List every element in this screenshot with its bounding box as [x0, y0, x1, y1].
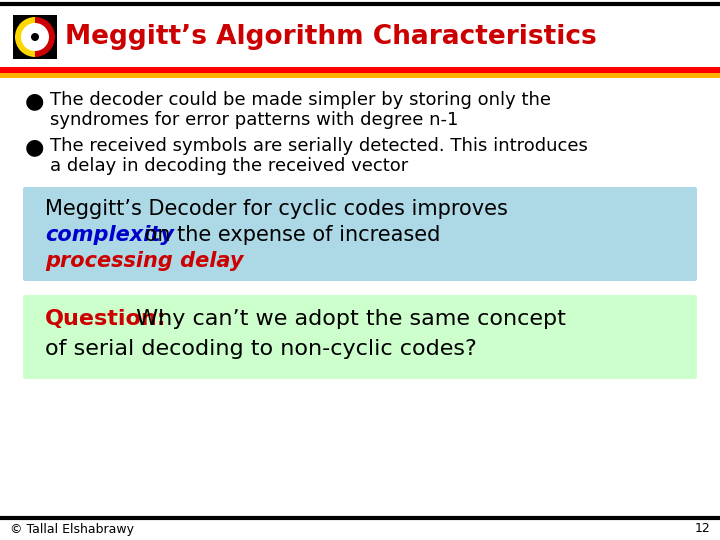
Bar [13, 15, 57, 59]
Text: of serial decoding to non-cyclic codes?: of serial decoding to non-cyclic codes? [45, 339, 477, 359]
Circle shape [31, 33, 39, 41]
Bar [0, 6, 720, 68]
Wedge shape [15, 17, 35, 57]
Circle shape [21, 23, 49, 51]
Bar [0, 73, 720, 78]
Text: on the expense of increased: on the expense of increased [138, 225, 441, 245]
Text: The decoder could be made simpler by storing only the: The decoder could be made simpler by sto… [50, 91, 551, 109]
Text: ●: ● [25, 91, 45, 111]
Text: ●: ● [25, 137, 45, 157]
Text: Why can’t we adopt the same concept: Why can’t we adopt the same concept [129, 309, 566, 329]
Text: processing delay: processing delay [45, 251, 243, 271]
Bar [0, 67, 720, 73]
Text: syndromes for error patterns with degree n-1: syndromes for error patterns with degree… [50, 111, 459, 129]
Text: 12: 12 [694, 523, 710, 536]
Text: © Tallal Elshabrawy: © Tallal Elshabrawy [10, 523, 134, 536]
FancyBboxPatch shape [23, 295, 697, 379]
Text: The received symbols are serially detected. This introduces: The received symbols are serially detect… [50, 137, 588, 155]
Wedge shape [35, 17, 55, 57]
Text: complexity: complexity [45, 225, 174, 245]
Text: Question:: Question: [45, 309, 166, 329]
Text: Meggitt’s Decoder for cyclic codes improves: Meggitt’s Decoder for cyclic codes impro… [45, 199, 508, 219]
Text: a delay in decoding the received vector: a delay in decoding the received vector [50, 157, 408, 175]
FancyBboxPatch shape [23, 187, 697, 281]
Text: Meggitt’s Algorithm Characteristics: Meggitt’s Algorithm Characteristics [65, 24, 597, 50]
